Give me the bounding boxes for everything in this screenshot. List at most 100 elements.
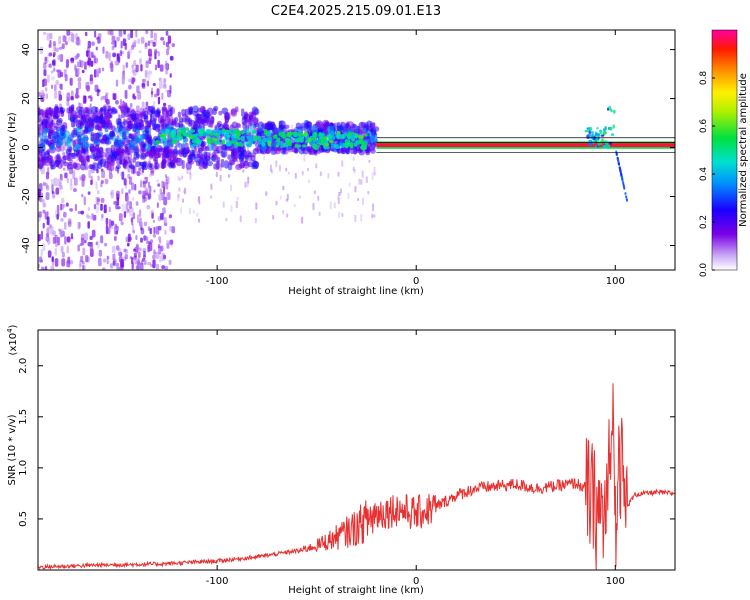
spectrogram-cell: [347, 131, 352, 137]
spectrogram-cell: [165, 114, 170, 123]
spectrogram-cell: [165, 41, 170, 48]
spectrogram-cell: [365, 176, 368, 184]
spectrogram-cell: [242, 169, 245, 173]
spectrogram-cell: [40, 198, 44, 203]
spectrogram-cell: [171, 43, 176, 48]
spectrogram-cell: [324, 128, 328, 136]
spectrogram-cell: [178, 142, 182, 149]
spectrogram-cell: [69, 116, 76, 123]
spectrogram-cell: [54, 258, 59, 267]
spectrogram-cell: [218, 110, 223, 116]
spectrogram-cell: [89, 235, 93, 241]
spectrogram-cell: [118, 213, 123, 222]
spectrogram-cell: [65, 202, 69, 207]
spectrogram-cell: [117, 139, 124, 148]
spectrogram-cell: [81, 193, 84, 198]
spectrogram-cell: [76, 67, 81, 76]
spectrogram-cell: [360, 145, 366, 150]
spectrogram-cell: [154, 64, 158, 71]
spectrogram-cell: [354, 214, 357, 223]
spectrogram-cell: [44, 56, 48, 64]
spectrogram-cell: [155, 263, 160, 270]
spectrogram-cell: [323, 121, 330, 128]
spectrogram-cell: [177, 175, 180, 181]
spectrogram-cell: [131, 68, 136, 73]
spectrogram-cell: [230, 148, 235, 157]
spectrogram-cell: [110, 63, 114, 73]
spectrogram-cell: [59, 228, 64, 235]
spectrogram-cell: [38, 256, 43, 263]
spectrogram-cell: [131, 196, 134, 202]
spectrogram-cell: [134, 136, 140, 144]
spectrogram-cell: [230, 184, 233, 192]
spectrogram-cell: [358, 178, 361, 185]
spectrogram-cell: [610, 133, 615, 137]
spectrogram-cell: [155, 251, 160, 259]
spectrogram-cell: [153, 93, 158, 98]
spectrogram-cell: [135, 30, 138, 38]
spectrogram-cell: [106, 255, 110, 260]
spectrogram-cell: [154, 157, 158, 165]
spectrogram-cell: [171, 226, 176, 234]
spectrogram-cell: [317, 195, 320, 201]
spectrogram-cell: [183, 189, 186, 194]
snr-x-tick-label: -100: [206, 576, 229, 587]
spectrogram-cell: [109, 130, 116, 137]
spectrogram-cell: [273, 141, 277, 149]
spectrogram-cell: [78, 39, 81, 46]
spectrogram-cell: [601, 138, 604, 144]
spectrogram-cell: [269, 164, 272, 173]
spectrogram-x-tick-label: 100: [606, 276, 625, 287]
spectrogram-cell: [52, 51, 56, 57]
spectrogram-cell: [54, 160, 61, 166]
spectrogram-cell: [206, 138, 213, 145]
spectrogram-cell: [141, 81, 146, 90]
spectrogram-cell: [250, 154, 256, 161]
spectrogram-cell: [176, 133, 181, 139]
spectrogram-cell: [117, 56, 121, 63]
spectrogram-cell: [625, 198, 628, 202]
spectrogram-cell: [177, 111, 181, 118]
spectrogram-cell: [340, 134, 345, 140]
spectrogram-cell: [132, 157, 137, 163]
spectrogram-cell: [81, 180, 85, 187]
spectrogram-cell: [352, 156, 355, 162]
spectrogram-cell: [136, 171, 141, 177]
spectrogram-cell: [235, 131, 240, 138]
spectrogram-cell: [57, 54, 62, 60]
spectrogram-cell: [353, 168, 356, 174]
spectrogram-cell: [114, 149, 121, 156]
spectrogram-cell: [75, 88, 79, 95]
spectrogram-cell: [139, 152, 147, 160]
spectrogram-cell: [617, 162, 620, 166]
spectrogram-cell: [118, 251, 123, 257]
spectrogram-cell: [297, 144, 301, 148]
spectrogram-cell: [80, 255, 84, 263]
spectrogram-cell: [100, 182, 103, 188]
spectrogram-cell: [139, 58, 142, 65]
spectrogram-cell: [115, 230, 119, 235]
spectrogram-cell: [201, 128, 205, 135]
spectrogram-cell: [282, 185, 285, 191]
spectrogram-cell: [371, 213, 374, 219]
spectrogram-cell: [319, 171, 322, 177]
spectrogram-cell: [356, 125, 360, 130]
spectrogram-cell: [53, 44, 56, 52]
spectrogram-cell: [40, 249, 43, 256]
spectrogram-x-tick-label: 0: [413, 276, 419, 287]
spectrogram-cell: [267, 130, 271, 137]
spectrogram-cell: [95, 196, 98, 205]
spectrogram-cell: [100, 179, 104, 184]
spectrogram-cell: [298, 195, 301, 199]
spectrogram-cell: [123, 248, 127, 253]
spectrogram-cell: [100, 168, 104, 172]
spectrogram-cell: [225, 218, 228, 222]
spectrogram-cell: [602, 145, 607, 149]
spectrogram-cell: [134, 183, 137, 191]
spectrogram-cell: [608, 105, 612, 111]
snr-frame: [37, 329, 676, 571]
spectrogram-cell: [275, 200, 278, 206]
spectrogram-cell: [64, 236, 67, 245]
spectrogram-cell: [160, 64, 164, 70]
spectrogram-cell: [133, 252, 137, 258]
